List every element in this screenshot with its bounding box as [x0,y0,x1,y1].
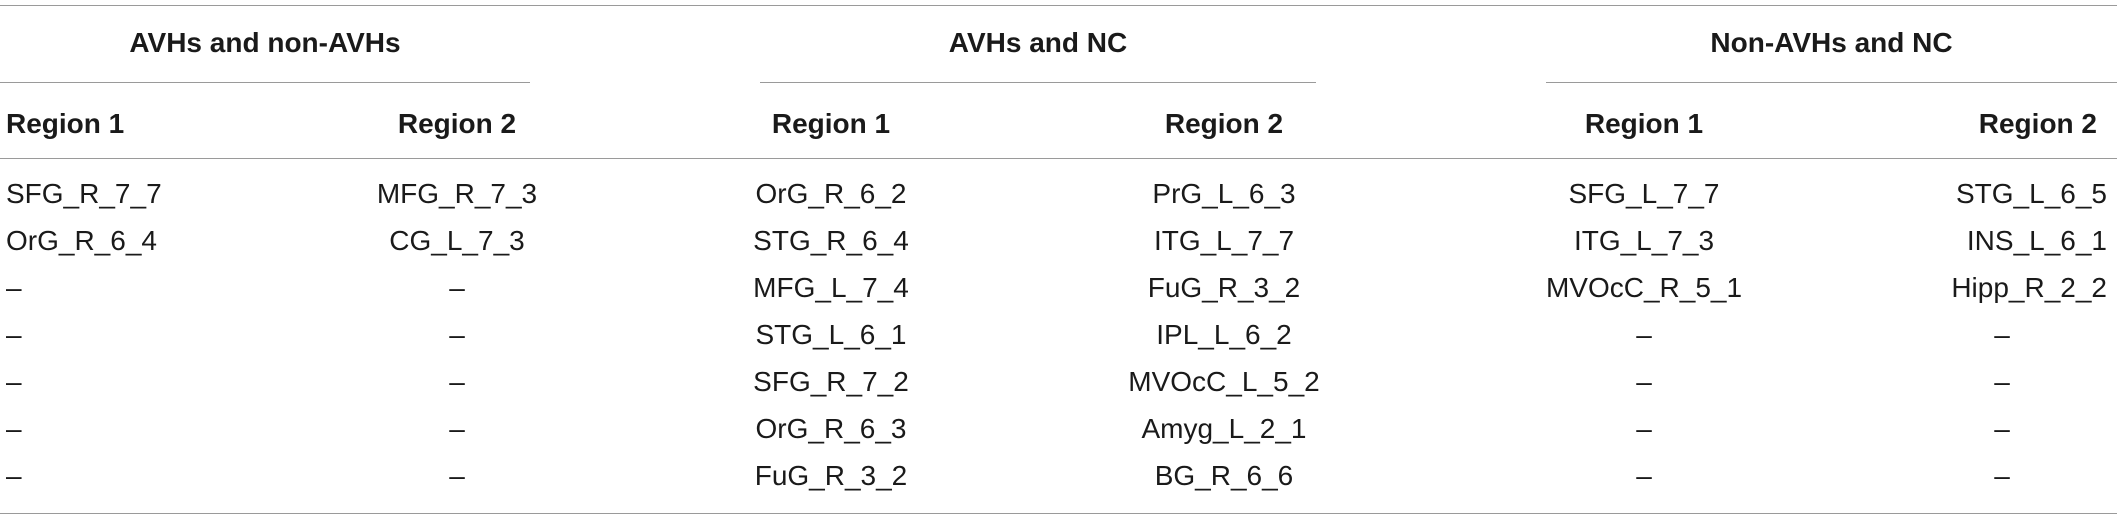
cell-g1-r7-c1: – [6,460,22,491]
bottom-rule [0,513,2117,514]
cell-g3-r1-c1: SFG_L_7_7 [1568,178,1720,209]
cell-g3-r4-c2: – [1994,319,2010,350]
group-title-avhs-non-avhs: AVHs and non-AVHs [129,27,401,58]
group-rule-non-avhs-nc [1546,82,2117,83]
cell-g2-r3-c1: MFG_L_7_4 [753,272,909,303]
cell-g2-r3-c2: FuG_R_3_2 [1147,272,1301,303]
cell-g2-r4-c1: STG_L_6_1 [755,319,907,350]
col-header-region2-g1: Region 2 [397,108,517,139]
cell-g1-r6-c1: – [6,413,22,444]
cell-g1-r2-c1: OrG_R_6_4 [6,225,157,256]
cell-g3-r6-c2: – [1994,413,2010,444]
cell-g3-r2-c2: INS_L_6_1 [1966,225,2107,256]
col-header-region1-g1: Region 1 [6,108,125,139]
cell-g3-r7-c1: – [1636,460,1652,491]
col-header-region1-g2: Region 1 [771,108,891,139]
cell-g1-r3-c1: – [6,272,22,303]
cell-g1-r1-c1: SFG_R_7_7 [6,178,162,209]
col-header-region2-g3: Region 2 [1978,108,2097,139]
cell-g1-r6-c2: – [449,413,465,444]
group-rule-avhs-non-avhs [0,82,530,83]
cell-g1-r2-c2: CG_L_7_3 [389,225,525,256]
group-title-avhs-nc: AVHs and NC [948,27,1128,58]
cell-g3-r5-c1: – [1636,366,1652,397]
cell-g3-r3-c1: MVOcC_R_5_1 [1545,272,1743,303]
cell-g2-r1-c1: OrG_R_6_2 [755,178,907,209]
cell-g1-r5-c1: – [6,366,22,397]
cell-g3-r4-c1: – [1636,319,1652,350]
cell-g1-r1-c2: MFG_R_7_3 [376,178,538,209]
cell-g2-r2-c1: STG_R_6_4 [753,225,909,256]
group-title-non-avhs-nc: Non-AVHs and NC [1710,27,1953,58]
cell-g1-r4-c1: – [6,319,22,350]
col-header-region1-g3: Region 1 [1584,108,1704,139]
group-rule-avhs-nc [760,82,1316,83]
cell-g3-r2-c1: ITG_L_7_3 [1573,225,1715,256]
cell-g1-r5-c2: – [449,366,465,397]
cell-g1-r3-c2: – [449,272,465,303]
cell-g2-r5-c2: MVOcC_L_5_2 [1128,366,1320,397]
cell-g3-r1-c2: STG_L_6_5 [1956,178,2107,209]
cell-g2-r2-c2: ITG_L_7_7 [1153,225,1295,256]
cell-g2-r7-c1: FuG_R_3_2 [754,460,908,491]
cell-g1-r7-c2: – [449,460,465,491]
top-rule [0,5,2117,6]
cell-g3-r5-c2: – [1994,366,2010,397]
cell-g2-r7-c2: BG_R_6_6 [1154,460,1294,491]
cell-g3-r7-c2: – [1994,460,2010,491]
header-rule [0,158,2117,159]
cell-g1-r4-c2: – [449,319,465,350]
col-header-region2-g2: Region 2 [1164,108,1284,139]
cell-g2-r6-c2: Amyg_L_2_1 [1141,413,1307,444]
cell-g2-r6-c1: OrG_R_6_3 [755,413,907,444]
cell-g3-r3-c2: Hipp_R_2_2 [1951,272,2107,303]
cell-g2-r5-c1: SFG_R_7_2 [753,366,909,397]
cell-g2-r4-c2: IPL_L_6_2 [1156,319,1292,350]
cell-g2-r1-c2: PrG_L_6_3 [1152,178,1296,209]
cell-g3-r6-c1: – [1636,413,1652,444]
